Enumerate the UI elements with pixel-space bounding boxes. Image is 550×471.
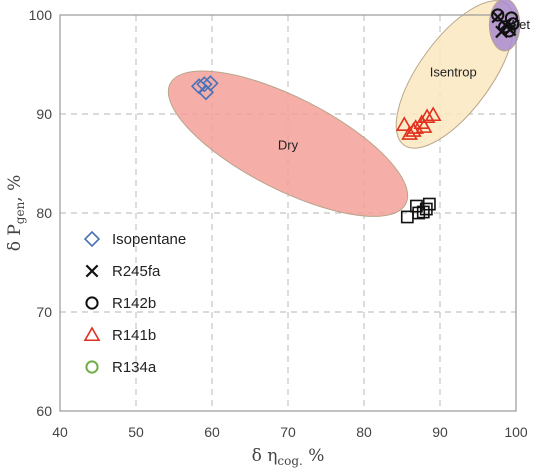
x-tick-label: 40 <box>52 424 68 440</box>
legend-marker-r141b <box>83 326 101 342</box>
legend-label-r134a: R134a <box>112 359 157 376</box>
point-r142b <box>491 8 505 22</box>
region-dry-ellipse <box>167 70 409 217</box>
y-tick-label: 90 <box>36 106 52 122</box>
x-tick-label: 60 <box>204 424 220 440</box>
y-axis-label: δ Pgen, % <box>5 175 27 252</box>
x-tick-label: 70 <box>280 424 296 440</box>
y-tick-label: 80 <box>36 205 52 221</box>
x-axis-label-sub: cog. <box>277 454 302 468</box>
legend-label-isopentane: Isopentane <box>112 231 186 248</box>
region-label-isentrop: Isentrop <box>430 64 477 79</box>
x-tick-label: 50 <box>128 424 144 440</box>
y-axis-label-unit: , % <box>5 175 25 202</box>
region-label-dry: Dry <box>278 138 299 153</box>
data-points <box>190 8 520 224</box>
point-isopentane <box>202 75 219 92</box>
plot-frame <box>59 14 517 412</box>
legend: Isopentane R245fa R142b R141b R134a <box>83 230 186 376</box>
y-axis-label-sub: gen <box>13 201 27 224</box>
point-isopentane <box>196 76 213 93</box>
point-r141b <box>418 108 436 124</box>
y-tick-label: 100 <box>29 7 53 23</box>
legend-marker-r245fa <box>85 264 99 278</box>
legend-label-r245fa: R245fa <box>112 263 161 280</box>
point-r141b <box>424 106 442 122</box>
point-r141b <box>395 116 413 131</box>
legend-marker-r134a <box>85 360 99 374</box>
x-tick-label: 100 <box>504 424 528 440</box>
x-axis-label: δ ηcog. % <box>252 446 325 468</box>
legend-label-r142b: R142b <box>112 295 156 312</box>
point-r142b <box>504 11 519 25</box>
y-tick-label: 70 <box>36 304 52 320</box>
y-axis-label-main: δ P <box>5 224 25 251</box>
x-axis-label-main: δ η <box>252 446 278 466</box>
point-r142b <box>502 24 516 38</box>
x-axis-label-unit: % <box>303 446 325 466</box>
point-r142b <box>419 202 433 216</box>
y-tick-label: 60 <box>36 403 52 419</box>
x-tick-label: 90 <box>432 424 448 440</box>
point-r142b <box>412 206 426 220</box>
legend-marker-r142b <box>85 296 99 310</box>
legend-label-r141b: R141b <box>112 327 156 344</box>
legend-marker-isopentane <box>83 230 101 248</box>
point-r141b <box>415 118 433 133</box>
x-tick-labels: 40 50 60 70 80 90 100 <box>52 424 528 440</box>
point-r142b <box>506 17 520 31</box>
y-tick-labels: 60 70 80 90 100 <box>29 7 53 419</box>
x-tick-label: 80 <box>356 424 372 440</box>
point-r141b <box>405 122 422 137</box>
